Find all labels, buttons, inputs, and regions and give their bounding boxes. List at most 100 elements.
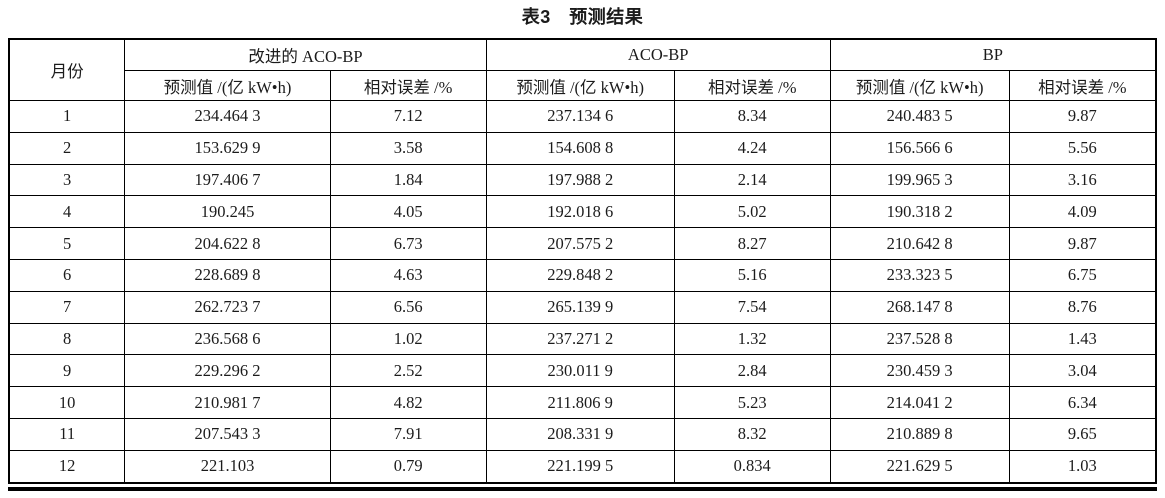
cell-acobp-err: 0.834 <box>673 449 831 484</box>
cell-acobp-err: 1.32 <box>673 322 831 356</box>
cell-improved-pred: 262.723 7 <box>124 290 331 324</box>
table-bottom-rule <box>8 486 1157 491</box>
cell-acobp-pred: 207.575 2 <box>485 227 675 260</box>
cell-bp-pred: 199.965 3 <box>829 163 1010 197</box>
cell-bp-pred: 190.318 2 <box>829 195 1010 229</box>
table-row: 3 197.406 7 1.84 197.988 2 2.14 199.965 3 3.16 <box>8 163 1157 197</box>
cell-acobp-pred: 208.331 9 <box>485 417 675 451</box>
table-row: 12 221.103 0.79 221.199 5 0.834 221.629 5 1.03 <box>8 449 1157 484</box>
cell-bp-err: 9.87 <box>1008 227 1157 260</box>
cell-improved-pred: 190.245 <box>124 195 331 229</box>
cell-improved-err: 4.63 <box>329 258 487 292</box>
cell-acobp-err: 8.27 <box>673 227 831 260</box>
table-wrap: 月份 改进的 ACO-BP ACO-BP BP 预测值 /(亿 kW•h) 相对… <box>8 38 1157 484</box>
cell-month: 5 <box>8 227 126 260</box>
cell-improved-pred: 234.464 3 <box>124 100 331 133</box>
cell-bp-err: 6.34 <box>1008 386 1157 419</box>
cell-improved-err: 7.12 <box>329 100 487 133</box>
cell-bp-err: 4.09 <box>1008 195 1157 229</box>
header-group-bp: BP <box>829 38 1157 71</box>
cell-improved-pred: 236.568 6 <box>124 322 331 356</box>
cell-acobp-pred: 237.134 6 <box>485 100 675 133</box>
cell-month: 4 <box>8 195 126 229</box>
cell-acobp-err: 4.24 <box>673 131 831 165</box>
cell-month: 11 <box>8 417 126 451</box>
cell-month: 2 <box>8 131 126 165</box>
table-body: 1 234.464 3 7.12 237.134 6 8.34 240.483 5 9.87… <box>8 100 1157 484</box>
cell-improved-err: 6.73 <box>329 227 487 260</box>
header-pred-bp: 预测值 /(亿 kW•h) <box>829 70 1010 101</box>
cell-improved-err: 4.82 <box>329 386 487 419</box>
cell-month: 6 <box>8 258 126 292</box>
cell-acobp-err: 8.32 <box>673 417 831 451</box>
cell-month: 7 <box>8 290 126 324</box>
cell-improved-pred: 221.103 <box>124 449 331 484</box>
cell-acobp-pred: 265.139 9 <box>485 290 675 324</box>
header-err-bp: 相对误差 /% <box>1008 70 1157 101</box>
cell-improved-err: 4.05 <box>329 195 487 229</box>
cell-improved-pred: 207.543 3 <box>124 417 331 451</box>
table-row: 10 210.981 7 4.82 211.806 9 5.23 214.041 2 6.3… <box>8 386 1157 419</box>
table-row: 2 153.629 9 3.58 154.608 8 4.24 156.566 6 5.56 <box>8 131 1157 165</box>
table-row: 1 234.464 3 7.12 237.134 6 8.34 240.483 5 9.87 <box>8 100 1157 133</box>
table-row: 8 236.568 6 1.02 237.271 2 1.32 237.528 8 1.43 <box>8 322 1157 356</box>
cell-acobp-pred: 230.011 9 <box>485 354 675 388</box>
cell-acobp-pred: 197.988 2 <box>485 163 675 197</box>
table-row: 4 190.245 4.05 192.018 6 5.02 190.318 2 4.09 <box>8 195 1157 229</box>
cell-acobp-err: 5.16 <box>673 258 831 292</box>
cell-improved-err: 6.56 <box>329 290 487 324</box>
cell-acobp-pred: 229.848 2 <box>485 258 675 292</box>
cell-improved-err: 7.91 <box>329 417 487 451</box>
results-table: 月份 改进的 ACO-BP ACO-BP BP 预测值 /(亿 kW•h) 相对… <box>8 38 1157 484</box>
cell-improved-err: 0.79 <box>329 449 487 484</box>
table-row: 11 207.543 3 7.91 208.331 9 8.32 210.889 8 9.6… <box>8 417 1157 451</box>
cell-bp-pred: 210.642 8 <box>829 227 1010 260</box>
table-row: 9 229.296 2 2.52 230.011 9 2.84 230.459 3 3.04 <box>8 354 1157 388</box>
cell-bp-pred: 237.528 8 <box>829 322 1010 356</box>
cell-bp-err: 9.65 <box>1008 417 1157 451</box>
cell-bp-pred: 233.323 5 <box>829 258 1010 292</box>
cell-month: 3 <box>8 163 126 197</box>
header-err-improved-acobp: 相对误差 /% <box>329 70 487 101</box>
cell-bp-err: 6.75 <box>1008 258 1157 292</box>
cell-bp-err: 5.56 <box>1008 131 1157 165</box>
header-pred-acobp: 预测值 /(亿 kW•h) <box>485 70 675 101</box>
cell-bp-pred: 221.629 5 <box>829 449 1010 484</box>
table-row: 6 228.689 8 4.63 229.848 2 5.16 233.323 5 6.75 <box>8 258 1157 292</box>
cell-acobp-pred: 211.806 9 <box>485 386 675 419</box>
cell-improved-err: 3.58 <box>329 131 487 165</box>
cell-improved-pred: 229.296 2 <box>124 354 331 388</box>
cell-acobp-pred: 154.608 8 <box>485 131 675 165</box>
table-row: 7 262.723 7 6.56 265.139 9 7.54 268.147 8 8.76 <box>8 290 1157 324</box>
header-group-improved-acobp: 改进的 ACO-BP <box>124 38 487 71</box>
cell-month: 8 <box>8 322 126 356</box>
cell-acobp-err: 8.34 <box>673 100 831 133</box>
cell-improved-err: 1.02 <box>329 322 487 356</box>
table-caption: 表3 预测结果 <box>521 7 644 27</box>
header-pred-improved-acobp: 预测值 /(亿 kW•h) <box>124 70 331 101</box>
cell-bp-err: 1.43 <box>1008 322 1157 356</box>
cell-acobp-pred: 221.199 5 <box>485 449 675 484</box>
cell-improved-pred: 153.629 9 <box>124 131 331 165</box>
cell-bp-err: 3.16 <box>1008 163 1157 197</box>
cell-month: 10 <box>8 386 126 419</box>
cell-improved-err: 2.52 <box>329 354 487 388</box>
cell-improved-pred: 210.981 7 <box>124 386 331 419</box>
cell-acobp-err: 2.84 <box>673 354 831 388</box>
cell-improved-err: 1.84 <box>329 163 487 197</box>
cell-improved-pred: 204.622 8 <box>124 227 331 260</box>
cell-acobp-err: 5.02 <box>673 195 831 229</box>
cell-acobp-pred: 237.271 2 <box>485 322 675 356</box>
cell-bp-err: 3.04 <box>1008 354 1157 388</box>
cell-improved-pred: 197.406 7 <box>124 163 331 197</box>
cell-acobp-err: 5.23 <box>673 386 831 419</box>
cell-month: 1 <box>8 100 126 133</box>
header-group-acobp: ACO-BP <box>485 38 831 71</box>
cell-acobp-pred: 192.018 6 <box>485 195 675 229</box>
cell-bp-pred: 240.483 5 <box>829 100 1010 133</box>
cell-bp-err: 1.03 <box>1008 449 1157 484</box>
cell-bp-pred: 156.566 6 <box>829 131 1010 165</box>
header-err-acobp: 相对误差 /% <box>673 70 831 101</box>
cell-acobp-err: 7.54 <box>673 290 831 324</box>
cell-bp-pred: 210.889 8 <box>829 417 1010 451</box>
